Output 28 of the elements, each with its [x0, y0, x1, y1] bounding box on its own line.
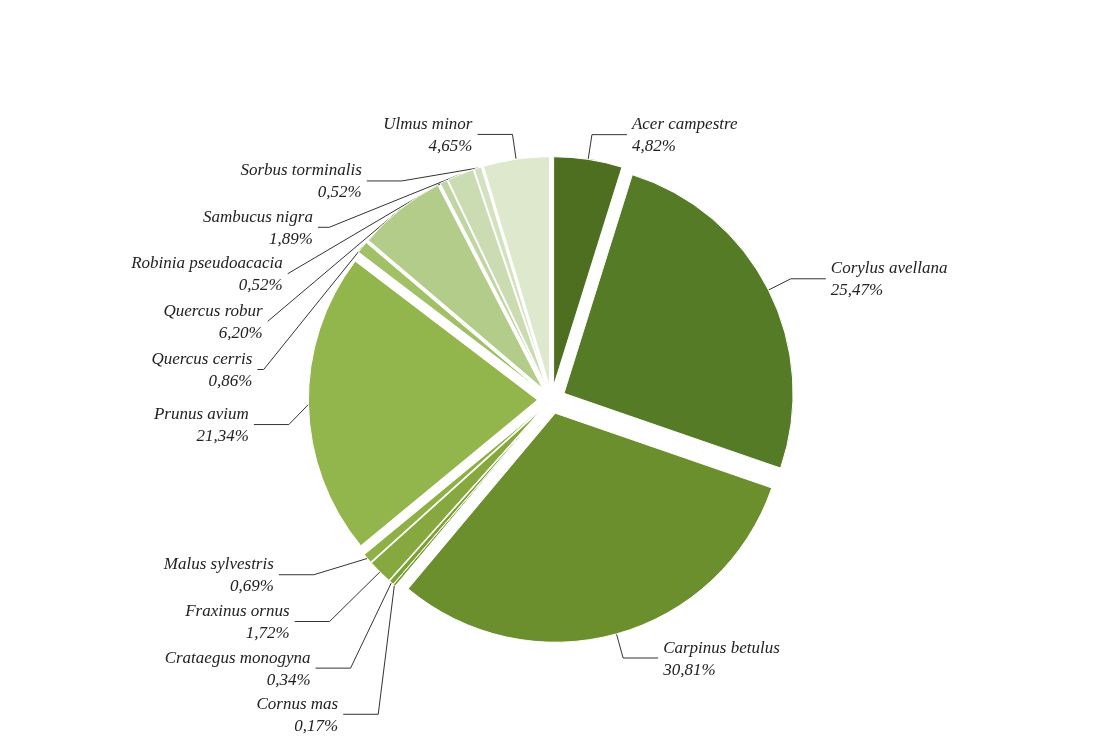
data-label: 25,47%	[830, 280, 884, 300]
slice-label: Acer campestre	[630, 114, 738, 134]
slice-label: Sambucus nigra	[202, 206, 313, 226]
slice-label: Prunus avium	[152, 404, 249, 424]
data-label: 1,89%	[269, 228, 313, 248]
data-label: 30,81%	[662, 659, 716, 679]
slice-label: Cornus mas	[256, 693, 339, 713]
slice-label: Fraxinus ornus	[184, 601, 290, 621]
data-label: 21,34%	[196, 426, 249, 446]
data-label: 1,72%	[245, 623, 290, 643]
slice-label: Robinia pseudoacacia	[130, 253, 283, 273]
slice-label: Sorbus torminalis	[240, 160, 363, 180]
slice-label: Carpinus betulus	[663, 637, 781, 657]
slice-label: Crataegus monogyna	[164, 647, 311, 667]
slice-label: Ulmus minor	[383, 113, 473, 133]
slice-label: Corylus avellana	[830, 258, 948, 278]
slice-label: Quercus cerris	[151, 349, 253, 369]
data-label: 0,52%	[238, 275, 283, 295]
data-label: 0,69%	[229, 576, 274, 596]
data-label: 4,65%	[428, 135, 473, 155]
slice-label: Malus sylvestris	[162, 554, 275, 574]
data-label: 6,20%	[218, 322, 263, 342]
data-label: 4,82%	[631, 136, 676, 156]
data-label: 0,86%	[208, 371, 253, 391]
data-label: 0,17%	[294, 715, 339, 735]
slice-label: Quercus robur	[163, 300, 264, 320]
data-label: 0,34%	[266, 669, 311, 689]
data-label: 0,52%	[317, 182, 362, 202]
